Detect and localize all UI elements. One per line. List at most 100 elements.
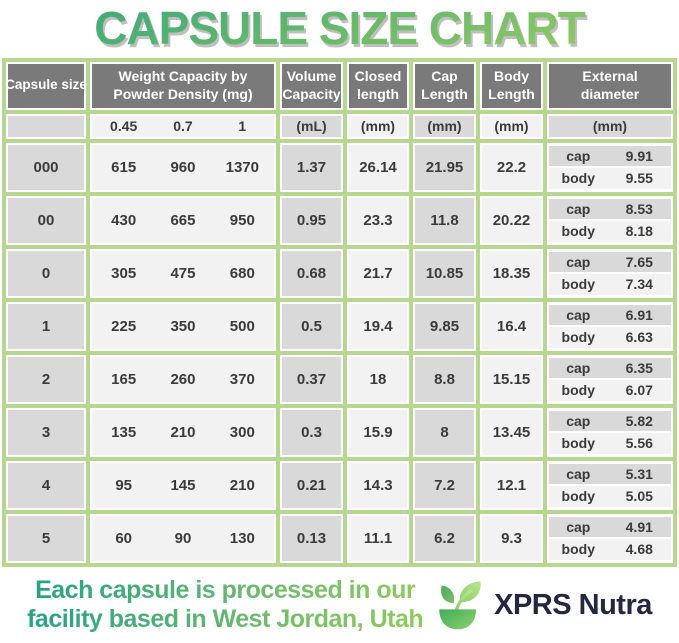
cell-external-cap: cap 8.53 <box>549 198 671 220</box>
external-body-value: 5.05 <box>625 488 653 505</box>
tagline-line-2: facility based in West Jordan, Utah <box>27 605 424 634</box>
table-body: 000 615 960 1370 1.37 26.14 21.95 22.2 c… <box>2 138 677 567</box>
weight-at-07: 475 <box>170 264 196 282</box>
weight-at-1: 680 <box>229 264 255 282</box>
cell-capsule-size: 3 <box>8 409 84 455</box>
cell-closed-length: 14.3 <box>349 462 407 508</box>
external-cap-label: cap <box>566 465 591 482</box>
cell-volume-capacity: 0.5 <box>282 303 341 349</box>
cell-capsule-size: 2 <box>8 356 84 402</box>
cell-body-length: 12.1 <box>482 462 541 508</box>
cell-external-body: body 6.07 <box>549 380 671 401</box>
header-volume-capacity: Volume Capacity <box>282 63 341 108</box>
capsule-size-chart-page: CAPSULE SIZE CHART Capsule size Weight C… <box>0 3 679 643</box>
cell-external-cap: cap 6.35 <box>549 357 671 379</box>
cell-capsule-size: 1 <box>8 303 84 349</box>
external-cap-label: cap <box>566 412 591 429</box>
header-cap-length: Cap Length <box>415 63 474 108</box>
header-closed-length: Closed length <box>349 63 407 108</box>
cell-capsule-size: 00 <box>8 197 84 243</box>
cell-external-cap: cap 7.65 <box>549 251 671 273</box>
header-body-length: Body Length <box>482 63 541 108</box>
footer-tagline: Each capsule is processed in our facilit… <box>27 576 423 635</box>
weight-at-1: 950 <box>229 211 255 229</box>
cell-external-body: body 5.56 <box>549 433 671 454</box>
weight-at-07: 90 <box>174 529 192 547</box>
cell-external-body: body 7.34 <box>549 274 671 295</box>
weight-at-045: 615 <box>111 158 137 176</box>
cell-body-length: 18.35 <box>482 250 541 296</box>
cell-volume-capacity: 0.3 <box>282 409 341 455</box>
density-07: 0.7 <box>173 118 193 135</box>
cell-body-length: 22.2 <box>482 144 541 190</box>
subheader-empty <box>8 115 84 137</box>
weight-at-045: 95 <box>115 476 132 494</box>
table-row: 1 225 350 500 0.5 19.4 9.85 16.4 cap 6.9… <box>2 297 677 355</box>
external-body-label: body <box>561 170 595 187</box>
external-body-label: body <box>561 488 595 505</box>
external-cap-label: cap <box>566 306 591 323</box>
table-row: 4 95 145 210 0.21 14.3 7.2 12.1 cap 5.31… <box>2 456 677 514</box>
external-body-value: 7.34 <box>625 276 653 293</box>
cell-external-cap: cap 6.91 <box>549 304 671 326</box>
external-cap-label: cap <box>566 200 591 217</box>
weight-at-045: 60 <box>115 529 132 547</box>
cell-volume-capacity: 1.37 <box>282 144 341 190</box>
table-row: 000 615 960 1370 1.37 26.14 21.95 22.2 c… <box>2 138 677 196</box>
cell-weight-capacity: 135 210 300 <box>92 409 274 455</box>
cell-cap-length: 7.2 <box>415 462 474 508</box>
cell-body-length: 16.4 <box>482 303 541 349</box>
external-cap-label: cap <box>566 147 591 164</box>
brand-name: XPRS Nutra <box>494 588 652 621</box>
cell-external-cap: cap 5.31 <box>549 463 671 485</box>
weight-at-045: 165 <box>111 370 137 388</box>
external-body-value: 5.56 <box>625 435 653 452</box>
cell-cap-length: 8.8 <box>415 356 474 402</box>
cell-closed-length: 18 <box>349 356 407 402</box>
cell-capsule-size: 0 <box>8 250 84 296</box>
external-cap-label: cap <box>566 518 591 535</box>
cell-cap-length: 21.95 <box>415 144 474 190</box>
weight-at-07: 145 <box>170 476 196 494</box>
table-header-row: Capsule size Weight Capacity by Powder D… <box>2 57 677 114</box>
weight-at-1: 1370 <box>225 158 259 176</box>
subheader-body-unit: (mm) <box>482 115 541 137</box>
cell-volume-capacity: 0.13 <box>282 515 341 561</box>
external-body-label: body <box>561 276 595 293</box>
cell-closed-length: 11.1 <box>349 515 407 561</box>
brand-logo: XPRS Nutra <box>435 578 652 632</box>
weight-at-045: 225 <box>111 317 137 335</box>
external-body-label: body <box>561 382 595 399</box>
cell-weight-capacity: 430 665 950 <box>92 197 274 243</box>
weight-at-1: 500 <box>229 317 255 335</box>
cell-weight-capacity: 225 350 500 <box>92 303 274 349</box>
density-1: 1 <box>238 118 247 135</box>
table-row: 00 430 665 950 0.95 23.3 11.8 20.22 cap … <box>2 191 677 249</box>
cell-closed-length: 26.14 <box>349 144 407 190</box>
table-subheader-row: 0.45 0.7 1 (mL) (mm) (mm) (mm) (mm) <box>2 109 677 143</box>
leaf-bowl-icon <box>439 581 481 630</box>
external-cap-value: 6.35 <box>625 359 653 376</box>
cell-volume-capacity: 0.95 <box>282 197 341 243</box>
external-body-value: 8.18 <box>625 223 653 240</box>
density-045: 0.45 <box>110 118 138 135</box>
cell-closed-length: 23.3 <box>349 197 407 243</box>
cell-closed-length: 19.4 <box>349 303 407 349</box>
cell-external-body: body 8.18 <box>549 221 671 242</box>
external-cap-value: 5.82 <box>625 412 653 429</box>
header-external-diameter: External diameter <box>549 63 671 108</box>
external-cap-label: cap <box>566 253 591 270</box>
header-capsule-size: Capsule size <box>5 63 87 108</box>
external-body-label: body <box>561 223 595 240</box>
table-row: 0 305 475 680 0.68 21.7 10.85 18.35 cap … <box>2 244 677 302</box>
table-row: 5 60 90 130 0.13 11.1 6.2 9.3 cap 4.91 b… <box>2 509 677 567</box>
cell-cap-length: 9.85 <box>415 303 474 349</box>
weight-at-1: 300 <box>229 423 255 441</box>
weight-at-1: 210 <box>229 476 255 494</box>
tagline-line-1: Each capsule is processed in our <box>35 575 416 604</box>
cell-external-body: body 9.55 <box>549 168 671 189</box>
external-cap-value: 7.65 <box>625 253 653 270</box>
cell-external-body: body 5.05 <box>549 486 671 507</box>
external-body-value: 4.68 <box>625 541 653 558</box>
cell-cap-length: 11.8 <box>415 197 474 243</box>
